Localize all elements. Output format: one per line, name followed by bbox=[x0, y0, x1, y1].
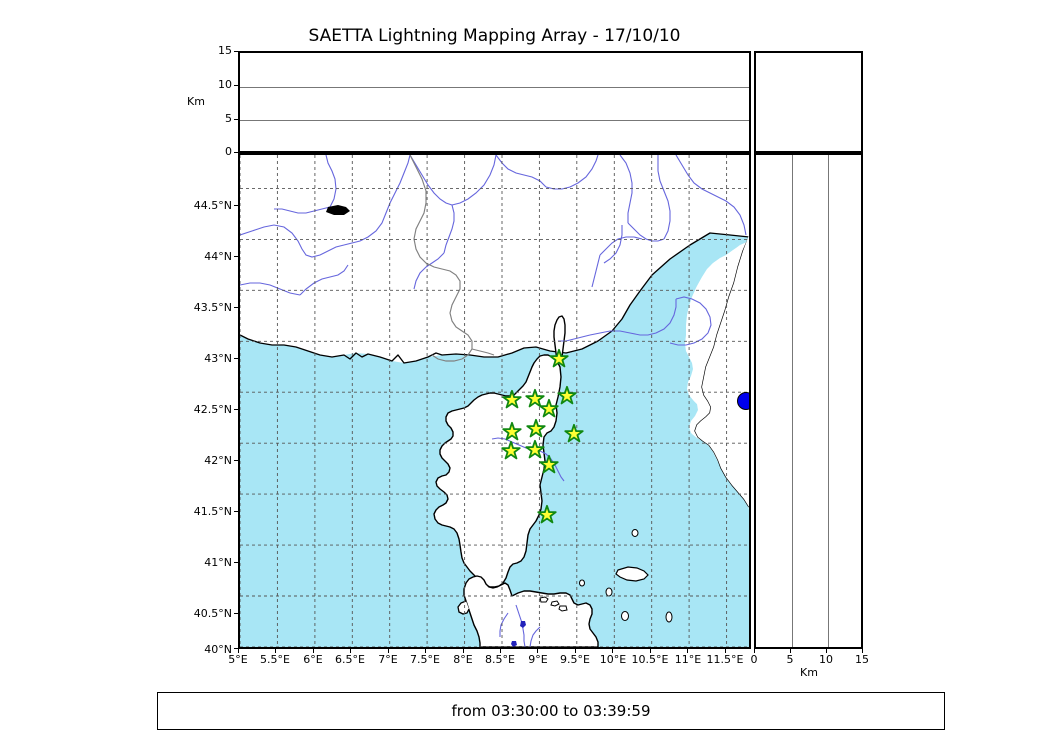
map-xtick-11: 11°E bbox=[674, 653, 702, 666]
map-svg bbox=[240, 155, 749, 647]
tick-mark bbox=[234, 307, 238, 308]
page-title: SAETTA Lightning Mapping Array - 17/10/1… bbox=[308, 26, 681, 46]
map-ytick-44.5: 44.5°N bbox=[193, 199, 232, 212]
tick-mark bbox=[234, 511, 238, 512]
tick-mark bbox=[234, 119, 238, 120]
tick-mark bbox=[275, 649, 277, 653]
map-ytick-43.5: 43.5°N bbox=[193, 301, 232, 314]
map-ytick-42: 42°N bbox=[204, 454, 232, 467]
map-xtick-6: 6°E bbox=[303, 653, 323, 666]
map-xtick-9.5: 9.5°E bbox=[560, 653, 590, 666]
tick-mark bbox=[234, 613, 238, 614]
top-panel-ytick-5: 5 bbox=[225, 112, 232, 125]
tick-mark bbox=[234, 152, 238, 153]
tick-mark bbox=[649, 649, 651, 653]
map-ytick-44: 44°N bbox=[204, 250, 232, 263]
top-panel-ylabel: Km bbox=[187, 95, 205, 108]
map-ytick-43: 43°N bbox=[204, 352, 232, 365]
top-panel-ytick-10: 10 bbox=[218, 78, 232, 91]
tick-mark bbox=[862, 649, 863, 653]
top-panel-gridline-5 bbox=[240, 120, 749, 122]
tick-mark bbox=[462, 649, 464, 653]
right-panel-xtick-15: 15 bbox=[855, 653, 869, 666]
map-ytick-40: 40°N bbox=[204, 643, 232, 656]
right-panel-gridline-5 bbox=[791, 155, 793, 647]
tick-mark bbox=[234, 256, 238, 257]
right-panel-xtick-5: 5 bbox=[786, 653, 794, 666]
tick-mark bbox=[234, 460, 238, 461]
tick-mark bbox=[574, 649, 576, 653]
tick-mark bbox=[350, 649, 352, 653]
map-graphic bbox=[240, 155, 749, 647]
map-xtick-10.5: 10.5°E bbox=[631, 653, 669, 666]
map-xtick-8: 8°E bbox=[453, 653, 473, 666]
tick-mark bbox=[790, 649, 791, 653]
top-panel-ytick-15: 15 bbox=[218, 44, 232, 57]
tick-mark bbox=[612, 649, 614, 653]
tick-mark bbox=[234, 205, 238, 206]
tick-mark bbox=[425, 649, 427, 653]
map-xtick-7.5: 7.5°E bbox=[410, 653, 440, 666]
tick-mark bbox=[238, 649, 239, 653]
tick-mark bbox=[234, 358, 238, 359]
map-ytick-41: 41°N bbox=[204, 556, 232, 569]
tick-mark bbox=[724, 649, 726, 653]
time-window-caption: from 03:30:00 to 03:39:59 bbox=[157, 692, 945, 730]
tick-mark bbox=[234, 409, 238, 410]
map-xtick-11.5: 11.5°E bbox=[706, 653, 744, 666]
right-height-panel[interactable] bbox=[754, 153, 863, 649]
tick-mark bbox=[500, 649, 501, 653]
map-ytick-40.5: 40.5°N bbox=[193, 607, 232, 620]
map-xtick-10: 10°E bbox=[599, 653, 627, 666]
right-panel-xtick-10: 10 bbox=[819, 653, 833, 666]
tick-mark bbox=[234, 85, 238, 86]
map-xtick-5: 5°E bbox=[228, 653, 248, 666]
tick-mark bbox=[387, 649, 389, 653]
tick-mark bbox=[234, 648, 238, 649]
right-panel-xlabel: Km bbox=[800, 666, 818, 679]
right-panel-xtick-0: 0 bbox=[750, 653, 758, 666]
corner-panel[interactable] bbox=[754, 51, 863, 153]
top-panel-ytick-0: 0 bbox=[225, 145, 232, 158]
tick-mark bbox=[234, 51, 238, 52]
top-panel-gridline-10 bbox=[240, 86, 749, 88]
main-map-panel[interactable] bbox=[238, 153, 751, 649]
tick-mark bbox=[312, 649, 314, 653]
vhf-source-marker bbox=[737, 392, 749, 410]
top-height-panel[interactable] bbox=[238, 51, 751, 153]
map-ytick-41.5: 41.5°N bbox=[193, 505, 232, 518]
map-ytick-42.5: 42.5°N bbox=[193, 403, 232, 416]
map-xtick-5.5: 5.5°E bbox=[260, 653, 290, 666]
map-xtick-6.5: 6.5°E bbox=[335, 653, 365, 666]
tick-mark bbox=[537, 649, 539, 653]
tick-mark bbox=[687, 649, 689, 653]
time-window-text: from 03:30:00 to 03:39:59 bbox=[451, 702, 651, 720]
tick-mark bbox=[826, 649, 827, 653]
tick-mark bbox=[234, 562, 238, 563]
map-xtick-7: 7°E bbox=[378, 653, 398, 666]
right-panel-gridline-10 bbox=[827, 155, 829, 647]
tick-mark bbox=[754, 649, 755, 653]
map-xtick-9: 9°E bbox=[528, 653, 548, 666]
map-xtick-8.5: 8.5°E bbox=[485, 653, 515, 666]
